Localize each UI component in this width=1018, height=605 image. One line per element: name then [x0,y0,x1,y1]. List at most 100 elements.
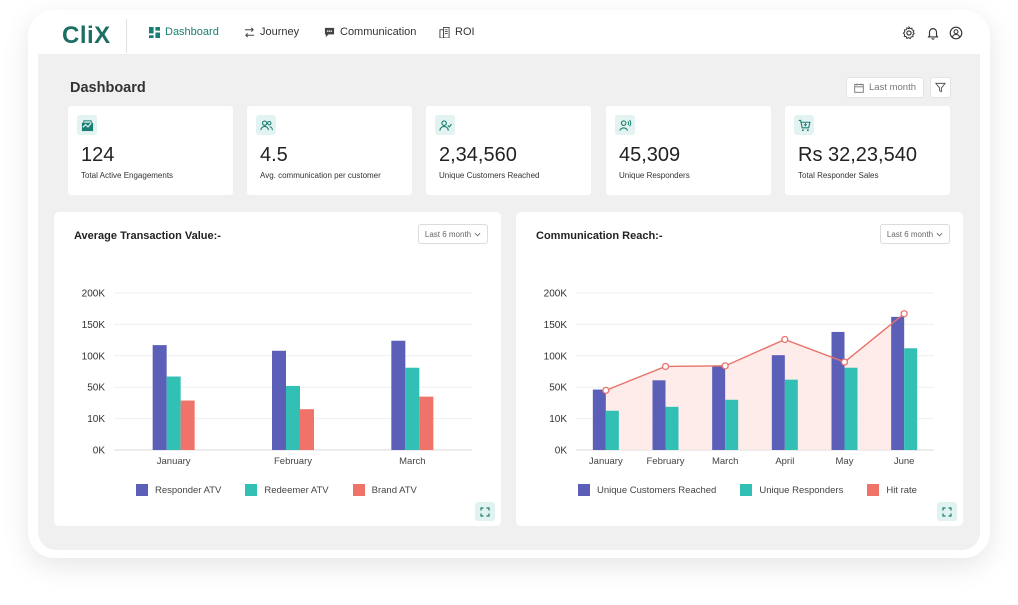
bar-brand-atv [300,409,314,450]
kpi-card-avg-communication: 4.5 Avg. communication per customer [247,106,412,195]
legend-redeemer-atv[interactable]: Redeemer ATV [245,484,329,496]
legend-swatch [578,484,590,496]
hit-rate-point [840,358,849,366]
chevron-down-icon [936,232,943,236]
users-icon [256,115,276,135]
nav-communication[interactable]: Communication [324,26,416,38]
atv-expand-button[interactable] [475,502,495,521]
filter-button[interactable] [930,77,951,98]
bell-icon[interactable] [926,26,940,40]
x-tick-label: January [157,456,191,467]
atv-legend: Responder ATV Redeemer ATV Brand ATV [136,484,417,496]
kpi-label: Total Responder Sales [798,171,879,180]
filter-icon [935,82,946,93]
kpi-value: Rs 32,23,540 [798,144,917,166]
reach-range-dropdown[interactable]: Last 6 month [880,224,950,244]
chat-icon [324,27,335,37]
kpi-value: 124 [81,144,115,166]
calendar-icon [854,83,864,93]
chevron-down-icon [474,232,481,236]
nav-communication-label: Communication [340,26,417,38]
x-tick-label: March [712,456,738,467]
legend-label: Hit rate [886,484,917,496]
legend-swatch [245,484,258,496]
x-tick-label: March [399,456,425,467]
reach-combo-chart: 0K 10K 50K 100K 150K 200K January February March… [544,289,934,467]
y-tick-label: 10K [87,414,105,425]
bar-responder-atv [152,345,167,450]
nav-roi[interactable]: ROI [439,26,475,38]
legend-label: Brand ATV [371,484,417,496]
app-window: CliX Dashboard Journey Communication ROI… [28,10,990,558]
user-check-icon [435,115,455,135]
reach-chart-panel: Communication Reach:- Last 6 month 0K 10K… [516,212,963,526]
kpi-card-active-engagements: 124 Total Active Engagements [68,106,233,195]
nav-dashboard[interactable]: Dashboard [149,26,219,38]
app-logo[interactable]: CliX [62,22,111,49]
gear-icon[interactable] [902,26,916,40]
hit-rate-point [781,335,789,344]
y-tick-label: 150K [544,320,568,331]
legend-swatch [867,484,880,496]
bar-brand-atv [180,400,195,450]
bar-unique-customers-reached [652,380,666,450]
reach-expand-button[interactable] [937,502,957,521]
kpi-value: 2,34,560 [439,144,517,166]
legend-unique-responders[interactable]: Unique Responders [740,484,843,496]
hit-rate-area [605,313,905,450]
nav-dashboard-label: Dashboard [165,26,219,38]
user-voice-icon [615,115,635,135]
bar-unique-responders [665,406,679,450]
user-avatar-icon[interactable] [949,26,963,40]
bar-unique-responders [904,348,918,450]
kpi-label: Total Active Engagements [81,171,174,180]
dashboard-icon [149,26,160,38]
legend-swatch [352,484,365,496]
bar-unique-customers-reached [592,389,606,450]
hit-rate-point [602,386,610,394]
y-tick-label: 200K [544,289,568,300]
roi-icon [439,26,450,38]
bar-unique-responders [844,367,858,450]
bar-unique-customers-reached [831,331,845,450]
y-tick-label: 100K [82,351,106,362]
x-tick-label: April [775,456,794,467]
bar-unique-responders [784,379,798,450]
kpi-card-responder-sales: Rs 32,23,540 Total Responder Sales [785,106,950,195]
x-tick-label: May [836,456,854,467]
kpi-value: 4.5 [260,144,288,166]
y-tick-label: 50K [549,383,567,394]
bar-redeemer-atv [166,376,181,450]
kpi-card-unique-customers: 2,34,560 Unique Customers Reached [426,106,591,195]
atv-range-dropdown[interactable]: Last 6 month [418,224,488,244]
bar-unique-customers-reached [712,366,726,450]
bar-redeemer-atv [286,385,300,450]
bar-responder-atv [272,350,286,450]
atv-chart-title: Average Transaction Value:- [74,230,221,242]
x-tick-label: February [274,456,312,467]
hit-rate-point [721,362,729,370]
atv-bar-chart: 0K 10K 50K 100K 150K 200K January February March [82,289,472,467]
atv-range-label: Last 6 month [424,229,472,239]
hit-rate-point [661,362,670,371]
kpi-label: Unique Responders [619,171,690,180]
legend-responder-atv[interactable]: Responder ATV [136,484,221,496]
bar-unique-responders [605,410,619,450]
kpi-label: Avg. communication per customer [260,171,381,180]
date-filter-label: Last month [869,82,916,93]
kpi-label: Unique Customers Reached [439,171,540,180]
bar-responder-atv [391,340,406,450]
hit-rate-line [605,313,905,391]
y-tick-label: 0K [93,446,106,457]
bar-unique-customers-reached [891,316,905,450]
y-tick-label: 0K [555,446,568,457]
legend-unique-customers-reached[interactable]: Unique Customers Reached [578,484,716,496]
journey-icon [244,27,255,37]
y-tick-label: 150K [82,320,106,331]
legend-label: Unique Customers Reached [597,484,717,496]
date-filter-button[interactable]: Last month [846,77,924,98]
dashboard-content: Dashboard Last month 124 Total Active En… [38,54,980,550]
nav-journey[interactable]: Journey [244,26,299,38]
legend-brand-atv[interactable]: Brand ATV [352,484,417,496]
legend-hit-rate[interactable]: Hit rate [867,484,917,496]
